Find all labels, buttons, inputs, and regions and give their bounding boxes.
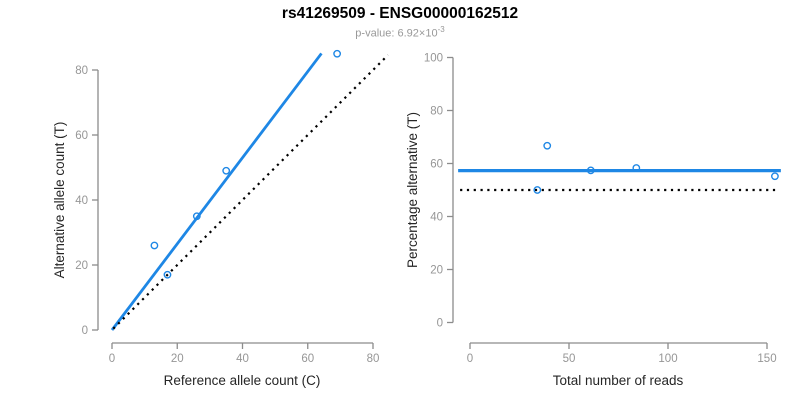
panel-1-y-axis-label: Percentage alternative (T) bbox=[405, 112, 420, 268]
panel-0-x-tick-label: 40 bbox=[236, 353, 249, 365]
panel-0-data-point bbox=[192, 212, 201, 221]
panel-0-y-axis-label: Alternative allele count (T) bbox=[52, 122, 67, 279]
panel-0-y-tick-label: 20 bbox=[75, 260, 88, 272]
panel-1-y-tick-label: 0 bbox=[437, 318, 443, 330]
panel-1-y-tick-label: 100 bbox=[424, 53, 443, 65]
panel-1-x-tick-label: 150 bbox=[757, 353, 776, 365]
p-value-text: p-value: 6.92×10 bbox=[355, 27, 438, 40]
panel-0-x-tick-label: 80 bbox=[367, 353, 380, 365]
panel-0-y-tick-label: 80 bbox=[75, 65, 88, 77]
panel-1-y-tick-label: 60 bbox=[430, 159, 443, 171]
panel-1-data-point bbox=[543, 141, 552, 150]
panel-0-x-tick-label: 0 bbox=[109, 353, 115, 365]
panel-1-y-tick-label: 40 bbox=[430, 212, 443, 224]
plot-subtitle: p-value: 6.92×10-3 bbox=[0, 25, 800, 40]
panel-0-data-point bbox=[222, 166, 231, 175]
panel-1-x-axis-label: Total number of reads bbox=[553, 373, 684, 388]
panel-0-y-tick-label: 0 bbox=[82, 325, 88, 337]
plot-title: rs41269509 - ENSG00000162512 bbox=[281, 5, 519, 22]
p-value-exponent: -3 bbox=[437, 25, 445, 34]
panel-1-y-tick-label: 80 bbox=[430, 106, 443, 118]
panel-0-data-point bbox=[150, 241, 159, 250]
fit-line bbox=[110, 52, 323, 331]
panel-0-x-tick-label: 60 bbox=[301, 353, 314, 365]
panel-0-y-tick-label: 60 bbox=[75, 130, 88, 142]
identity-line bbox=[112, 54, 389, 330]
panel-0-y-tick-label: 40 bbox=[75, 195, 88, 207]
panel-1-data-point bbox=[771, 172, 779, 181]
panel-1-data-point bbox=[632, 164, 641, 172]
panel-1-x-tick-label: 100 bbox=[658, 353, 677, 365]
panel-1-x-tick-label: 0 bbox=[467, 353, 473, 365]
panel-1-x-tick-label: 50 bbox=[563, 353, 576, 365]
panel-0-data-point bbox=[163, 270, 172, 279]
panel-1-data-point bbox=[533, 186, 542, 194]
panel-0-data-point bbox=[333, 49, 342, 58]
panel-1-data-point bbox=[586, 166, 595, 175]
panel-0-x-tick-label: 20 bbox=[171, 353, 184, 365]
panel-0-x-axis-label: Reference allele count (C) bbox=[164, 373, 321, 388]
panel-1-y-tick-label: 20 bbox=[430, 265, 443, 277]
